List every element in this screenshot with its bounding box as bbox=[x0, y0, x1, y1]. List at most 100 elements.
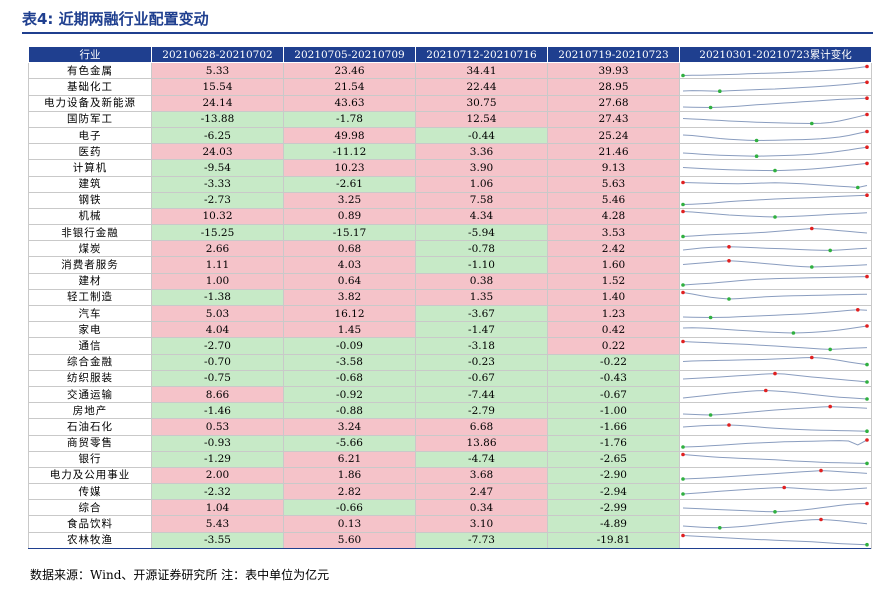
sparkline-cell bbox=[679, 321, 872, 339]
value-cell-w4: 27.68 bbox=[547, 94, 680, 112]
value-cell-w1: -0.70 bbox=[151, 353, 284, 371]
industry-cell: 银行 bbox=[28, 450, 152, 468]
sparkline bbox=[681, 469, 868, 482]
table-row: 综合金融 -0.70 -3.58 -0.23 -0.22 bbox=[28, 353, 872, 371]
sparkline-max-marker bbox=[865, 323, 869, 328]
sparkline bbox=[682, 323, 869, 335]
sparkline-path bbox=[682, 130, 868, 141]
sparkline-min-marker bbox=[708, 315, 713, 319]
value-cell-w1: -15.25 bbox=[151, 224, 284, 242]
industry-cell: 纺织服装 bbox=[28, 369, 152, 387]
value-cell-w3: 22.44 bbox=[415, 78, 548, 96]
value-cell-w2: 49.98 bbox=[283, 126, 416, 145]
value-cell-w4: -1.00 bbox=[547, 402, 680, 420]
value-cell-w4: 2.42 bbox=[547, 240, 680, 258]
value-cell-w2: -11.12 bbox=[283, 143, 416, 161]
table-row: 交通运输 8.66 -0.92 -7.44 -0.67 bbox=[28, 385, 872, 404]
value-cell-w4: 1.52 bbox=[547, 272, 680, 290]
sparkline-cell bbox=[679, 110, 872, 128]
value-cell-w1: 5.03 bbox=[151, 304, 284, 323]
industry-cell: 综合 bbox=[28, 499, 152, 517]
value-cell-w4: -0.43 bbox=[547, 369, 680, 387]
sparkline bbox=[682, 388, 869, 401]
value-cell-w1: 2.66 bbox=[151, 240, 284, 258]
table-row: 石油石化 0.53 3.24 6.68 -1.66 bbox=[28, 418, 872, 436]
sparkline bbox=[682, 259, 868, 269]
sparkline-max-marker bbox=[727, 423, 731, 427]
value-cell-w1: -13.88 bbox=[151, 110, 284, 128]
value-cell-w1: 5.43 bbox=[151, 515, 284, 533]
table-row: 机械 10.32 0.89 4.34 4.28 bbox=[28, 207, 872, 226]
industry-cell: 食品饮料 bbox=[28, 515, 152, 533]
sparkline-max-marker bbox=[865, 193, 869, 198]
value-cell-w3: -0.78 bbox=[415, 240, 548, 258]
sparkline-path bbox=[682, 146, 868, 157]
value-cell-w2: 0.64 bbox=[283, 272, 416, 290]
table-row: 基础化工 15.54 21.54 22.44 28.95 bbox=[28, 78, 872, 96]
value-cell-w3: 3.68 bbox=[415, 466, 548, 485]
sparkline-min-marker bbox=[681, 491, 685, 496]
sparkline bbox=[681, 210, 868, 220]
value-cell-w4: 0.42 bbox=[547, 321, 680, 339]
sparkline-path bbox=[682, 114, 868, 125]
value-cell-w1: -2.32 bbox=[151, 483, 284, 501]
value-cell-w4: 39.93 bbox=[547, 62, 680, 80]
value-cell-w1: 24.03 bbox=[151, 143, 284, 161]
table-row: 房地产 -1.46 -0.88 -2.79 -1.00 bbox=[28, 402, 872, 420]
table-row: 食品饮料 5.43 0.13 3.10 -4.89 bbox=[28, 515, 872, 533]
sparkline-path bbox=[682, 519, 868, 529]
sparkline-path bbox=[682, 535, 868, 546]
sparkline-path bbox=[682, 246, 868, 251]
sparkline-min-marker bbox=[708, 412, 713, 417]
sparkline-path bbox=[682, 81, 868, 92]
value-cell-w2: 43.63 bbox=[283, 94, 416, 112]
value-cell-w3: 30.75 bbox=[415, 94, 548, 112]
sparkline-cell bbox=[679, 418, 872, 436]
sparkline bbox=[682, 517, 868, 530]
sparkline bbox=[681, 64, 869, 78]
sparkline-cell bbox=[679, 385, 872, 404]
sparkline-min-marker bbox=[865, 461, 869, 466]
sparkline bbox=[681, 339, 868, 352]
sparkline bbox=[682, 80, 869, 93]
sparkline-min-marker bbox=[681, 234, 685, 238]
sparkline bbox=[682, 501, 869, 514]
sparkline-min-marker bbox=[865, 362, 869, 367]
sparkline-min-marker bbox=[828, 347, 832, 352]
sparkline-path bbox=[682, 340, 868, 350]
sparkline-path bbox=[682, 276, 868, 286]
sparkline-path bbox=[682, 325, 868, 334]
value-cell-w3: 4.34 bbox=[415, 207, 548, 226]
value-cell-w2: 0.89 bbox=[283, 207, 416, 226]
sparkline bbox=[681, 193, 869, 207]
sparkline bbox=[681, 226, 868, 238]
value-cell-w2: 0.13 bbox=[283, 515, 416, 533]
sparkline-max-marker bbox=[681, 180, 685, 185]
value-cell-w4: 27.43 bbox=[547, 110, 680, 128]
sparkline-min-marker bbox=[727, 297, 731, 302]
value-cell-w1: 24.14 bbox=[151, 94, 284, 112]
sparkline-path bbox=[682, 470, 868, 480]
table-row: 钢铁 -2.73 3.25 7.58 5.46 bbox=[28, 191, 872, 209]
value-cell-w1: -2.70 bbox=[151, 337, 284, 355]
value-cell-w2: 3.25 bbox=[283, 191, 416, 209]
value-cell-w2: 3.24 bbox=[283, 418, 416, 436]
source-note: 数据来源：Wind、开源证券研究所 注：表中单位为亿元 bbox=[30, 568, 330, 582]
sparkline bbox=[681, 291, 868, 302]
sparkline-min-marker bbox=[865, 543, 869, 547]
header-week1: 20210628-20210702 bbox=[151, 45, 284, 64]
industry-cell: 消费者服务 bbox=[28, 256, 152, 274]
value-cell-w1: 1.04 bbox=[151, 499, 284, 517]
value-cell-w2: 23.46 bbox=[283, 62, 416, 80]
value-cell-w3: 6.68 bbox=[415, 418, 548, 436]
industry-cell: 轻工制造 bbox=[28, 288, 152, 307]
table-bottom-rule bbox=[28, 548, 871, 549]
sparkline-max-marker bbox=[865, 129, 869, 133]
sparkline-min-marker bbox=[773, 215, 777, 220]
sparkline-cell bbox=[679, 256, 872, 274]
value-cell-w2: -0.66 bbox=[283, 499, 416, 517]
value-cell-w4: 1.60 bbox=[547, 256, 680, 274]
value-cell-w4: -2.90 bbox=[547, 466, 680, 485]
value-cell-w4: 3.53 bbox=[547, 224, 680, 242]
sparkline-min-marker bbox=[681, 283, 685, 288]
